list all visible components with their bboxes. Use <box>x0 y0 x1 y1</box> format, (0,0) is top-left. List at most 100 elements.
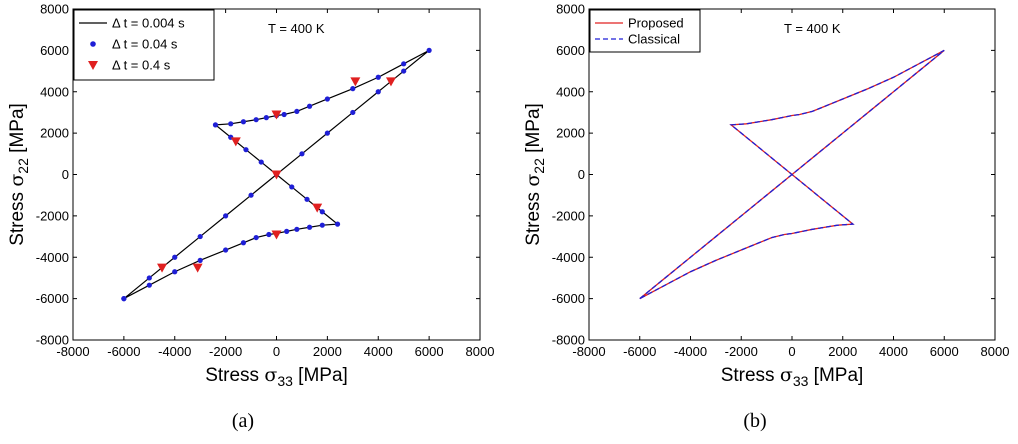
y-tick-label: 2000 <box>556 126 585 141</box>
x-axis-label-part: 33 <box>277 373 293 389</box>
x-axis-label-part: σ <box>780 364 793 386</box>
x-axis-label-part: Stress <box>721 365 780 386</box>
series-point-04 <box>312 203 323 213</box>
series-point-004 <box>294 108 300 115</box>
series-point-004 <box>375 74 381 80</box>
y-axis-label-part: Stress <box>523 187 544 246</box>
series-point-004 <box>212 122 219 128</box>
x-tick-label: 6000 <box>415 344 444 359</box>
series-point-004 <box>319 222 325 228</box>
series-point-004 <box>319 209 325 215</box>
series-point-004 <box>197 233 203 240</box>
chart-a: -8000 -6000 -4000 -2000 0 2000 4000 6000 8000 -80… <box>6 2 494 390</box>
series-point-004 <box>172 269 178 275</box>
series-point-004 <box>197 257 203 263</box>
y-axis-label-part: [MPa] <box>523 103 544 158</box>
x-tick-label: 6000 <box>930 344 959 359</box>
y-tick-label: 2000 <box>40 126 69 141</box>
x-axis-label-part: 33 <box>793 373 809 389</box>
y-tick-label: -6000 <box>36 291 69 306</box>
series-point-004 <box>350 86 356 92</box>
x-tick-label: -6000 <box>107 344 140 359</box>
series-point-004 <box>334 221 341 227</box>
y-tick-label: -2000 <box>36 208 69 223</box>
series-point-004 <box>426 47 432 53</box>
y-tick-label: 8000 <box>40 2 69 17</box>
x-tick-label: 0 <box>788 344 795 359</box>
x-tick-label: -8000 <box>56 344 89 359</box>
series-point-004 <box>294 226 300 232</box>
series-point-04 <box>230 137 241 147</box>
series-point-04 <box>192 263 203 273</box>
y-tick-label: 4000 <box>40 84 69 99</box>
series-point-004 <box>240 240 247 246</box>
series-point-004 <box>146 282 152 288</box>
x-axis-label-part: [MPa] <box>293 365 348 386</box>
y-axis-label-part: σ <box>6 174 28 187</box>
y-tick-label: 4000 <box>556 84 585 99</box>
y-axis-label-part: Stress <box>7 187 28 246</box>
series-point-004 <box>375 89 381 95</box>
y-tick-label: 0 <box>62 167 69 182</box>
legend-marker <box>88 61 98 70</box>
series-point-004 <box>284 228 290 234</box>
y-tick-label: -6000 <box>552 291 585 306</box>
x-tick-label: -4000 <box>674 344 707 359</box>
x-tick-label: 8000 <box>466 344 495 359</box>
legend-marker <box>90 41 96 47</box>
series-point-004 <box>401 68 407 74</box>
series-point-004 <box>281 111 287 118</box>
y-tick-label: 6000 <box>40 43 69 58</box>
x-tick-label: 2000 <box>313 344 342 359</box>
y-axis-label: Stress σ22 [MPa] <box>6 103 31 246</box>
series-point-004 <box>253 234 259 241</box>
series-point-004 <box>172 254 178 260</box>
legend-entry: Δ t = 0.4 s <box>112 58 171 73</box>
y-tick-label: -4000 <box>552 250 585 265</box>
panel-caption: (b) <box>743 410 766 432</box>
series-point-004 <box>248 192 254 198</box>
legend-entry: Classical <box>628 32 680 47</box>
panel-caption: (a) <box>232 410 254 432</box>
series-point-004 <box>306 224 313 230</box>
legend: Δ t = 0.004 s Δ t = 0.04 s Δ t = 0.4 s <box>73 9 215 81</box>
series-point-004 <box>324 96 330 102</box>
legend-entry: Δ t = 0.004 s <box>112 16 185 31</box>
y-tick-label: -2000 <box>552 208 585 223</box>
annotation-text: T = 400 K <box>784 21 841 36</box>
series-point-004 <box>228 121 234 127</box>
annotation-text: T = 400 K <box>268 21 325 36</box>
y-axis-label-part: 22 <box>15 158 31 174</box>
x-tick-label: -6000 <box>623 344 656 359</box>
series-point-004 <box>243 147 249 153</box>
series-point-04 <box>350 77 361 87</box>
series-line-classical <box>639 49 945 300</box>
legend-entry: Δ t = 0.04 s <box>112 37 178 52</box>
x-tick-label: 8000 <box>981 344 1010 359</box>
legend-entry: Proposed <box>628 16 684 31</box>
x-tick-label: 0 <box>273 344 280 359</box>
series-point-004 <box>299 151 305 157</box>
series-point-004 <box>304 196 310 202</box>
x-tick-label: -2000 <box>209 344 242 359</box>
series-point-004 <box>223 213 229 219</box>
series-point-004 <box>258 159 264 165</box>
y-axis-label-part: σ <box>522 174 544 187</box>
y-axis-label-part: 22 <box>531 158 547 174</box>
series-point-004 <box>263 115 269 121</box>
legend-box <box>73 9 215 81</box>
y-axis-label-part: [MPa] <box>7 103 28 158</box>
x-axis-label-part: σ <box>264 364 277 386</box>
series-point-004 <box>146 275 152 281</box>
series-point-04 <box>271 170 282 180</box>
series-point-004 <box>401 61 407 67</box>
y-tick-label: -8000 <box>552 333 585 348</box>
y-axis-label: Stress σ22 [MPa] <box>522 103 547 246</box>
chart-b: -8000 -6000 -4000 -2000 0 2000 4000 6000 8000 -80… <box>522 2 1009 390</box>
series-point-04 <box>271 230 282 240</box>
series-point-004 <box>121 296 127 302</box>
y-tick-label: 8000 <box>556 2 585 17</box>
series-point-004 <box>350 109 356 116</box>
y-tick-label: 6000 <box>556 43 585 58</box>
x-axis-label-part: Stress <box>205 365 264 386</box>
